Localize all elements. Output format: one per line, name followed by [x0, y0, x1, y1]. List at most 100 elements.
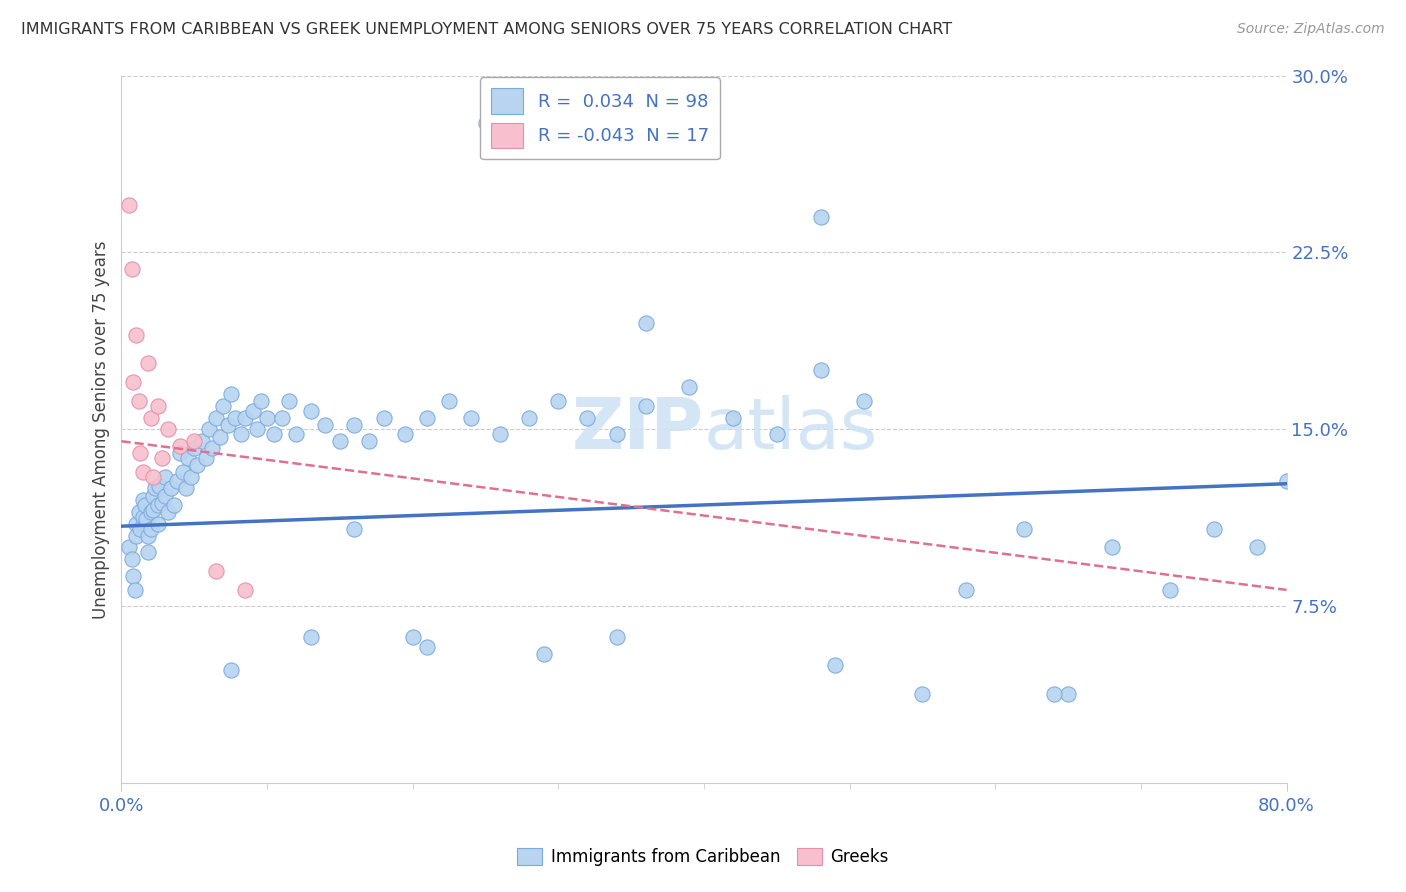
Point — [1042, 687, 1064, 701]
Point — [911, 687, 934, 701]
Point — [1275, 475, 1298, 489]
Point — [256, 410, 278, 425]
Point — [118, 541, 141, 555]
Point — [201, 442, 224, 456]
Point — [810, 363, 832, 377]
Point — [194, 450, 217, 465]
Point — [166, 475, 188, 489]
Point — [146, 516, 169, 531]
Point — [416, 410, 439, 425]
Point — [139, 522, 162, 536]
Point — [766, 427, 789, 442]
Point — [143, 482, 166, 496]
Legend: Immigrants from Caribbean, Greeks: Immigrants from Caribbean, Greeks — [510, 841, 896, 873]
Text: IMMIGRANTS FROM CARIBBEAN VS GREEK UNEMPLOYMENT AMONG SENIORS OVER 75 YEARS CORR: IMMIGRANTS FROM CARIBBEAN VS GREEK UNEMP… — [21, 22, 952, 37]
Point — [1159, 582, 1181, 597]
Point — [128, 505, 150, 519]
Point — [219, 663, 242, 677]
Y-axis label: Unemployment Among Seniors over 75 years: Unemployment Among Seniors over 75 years — [93, 240, 110, 619]
Point — [299, 403, 322, 417]
Point — [121, 552, 143, 566]
Point — [183, 434, 205, 449]
Point — [474, 116, 496, 130]
Point — [824, 658, 846, 673]
Point — [212, 399, 235, 413]
Point — [180, 469, 202, 483]
Point — [277, 394, 299, 409]
Point — [357, 434, 380, 449]
Point — [1202, 522, 1225, 536]
Point — [153, 489, 176, 503]
Point — [122, 376, 145, 390]
Point — [1057, 687, 1080, 701]
Point — [263, 427, 285, 442]
Point — [955, 582, 977, 597]
Point — [402, 630, 425, 644]
Text: ZIP: ZIP — [572, 395, 704, 464]
Point — [314, 417, 336, 432]
Point — [373, 410, 395, 425]
Point — [132, 493, 155, 508]
Point — [394, 427, 416, 442]
Point — [183, 442, 205, 456]
Point — [134, 498, 156, 512]
Point — [136, 356, 159, 370]
Point — [128, 394, 150, 409]
Point — [146, 399, 169, 413]
Point — [810, 210, 832, 224]
Point — [124, 582, 146, 597]
Point — [416, 640, 439, 654]
Point — [329, 434, 352, 449]
Point — [132, 465, 155, 479]
Point — [172, 465, 194, 479]
Point — [160, 482, 183, 496]
Point — [547, 394, 569, 409]
Point — [150, 495, 173, 509]
Point — [517, 410, 540, 425]
Point — [198, 422, 221, 436]
Point — [1246, 541, 1268, 555]
Point — [205, 410, 228, 425]
Point — [1014, 522, 1036, 536]
Point — [118, 198, 141, 212]
Point — [460, 410, 482, 425]
Point — [122, 568, 145, 582]
Point — [142, 469, 165, 483]
Point — [142, 502, 165, 516]
Point — [1101, 541, 1123, 555]
Point — [186, 458, 208, 472]
Point — [169, 439, 191, 453]
Point — [217, 417, 239, 432]
Point — [678, 380, 700, 394]
Point — [146, 498, 169, 512]
Point — [229, 427, 252, 442]
Point — [343, 522, 366, 536]
Point — [489, 427, 512, 442]
Point — [576, 410, 599, 425]
Point — [437, 394, 460, 409]
Point — [634, 316, 657, 330]
Point — [129, 522, 152, 536]
Point — [246, 422, 269, 436]
Point — [242, 403, 264, 417]
Point — [121, 262, 143, 277]
Point — [224, 410, 246, 425]
Point — [129, 446, 152, 460]
Point — [190, 434, 212, 449]
Point — [634, 399, 657, 413]
Point — [136, 528, 159, 542]
Point — [135, 512, 157, 526]
Point — [219, 387, 242, 401]
Point — [157, 422, 180, 436]
Point — [148, 479, 170, 493]
Point — [139, 505, 162, 519]
Point — [233, 582, 256, 597]
Point — [125, 328, 148, 343]
Text: Source: ZipAtlas.com: Source: ZipAtlas.com — [1237, 22, 1385, 37]
Point — [174, 482, 197, 496]
Point — [153, 469, 176, 483]
Point — [270, 410, 292, 425]
Point — [606, 427, 628, 442]
Point — [299, 630, 322, 644]
Point — [157, 505, 180, 519]
